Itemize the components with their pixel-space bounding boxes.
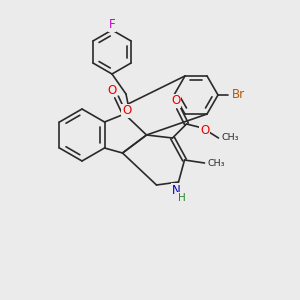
Text: N: N (172, 184, 181, 196)
Text: CH₃: CH₃ (208, 158, 225, 167)
Text: O: O (171, 94, 180, 107)
Text: Br: Br (231, 88, 244, 101)
Text: F: F (109, 19, 115, 32)
Text: CH₃: CH₃ (221, 134, 239, 142)
Text: O: O (107, 83, 116, 97)
Text: O: O (200, 124, 209, 137)
Text: O: O (122, 104, 132, 118)
Text: H: H (178, 193, 185, 203)
